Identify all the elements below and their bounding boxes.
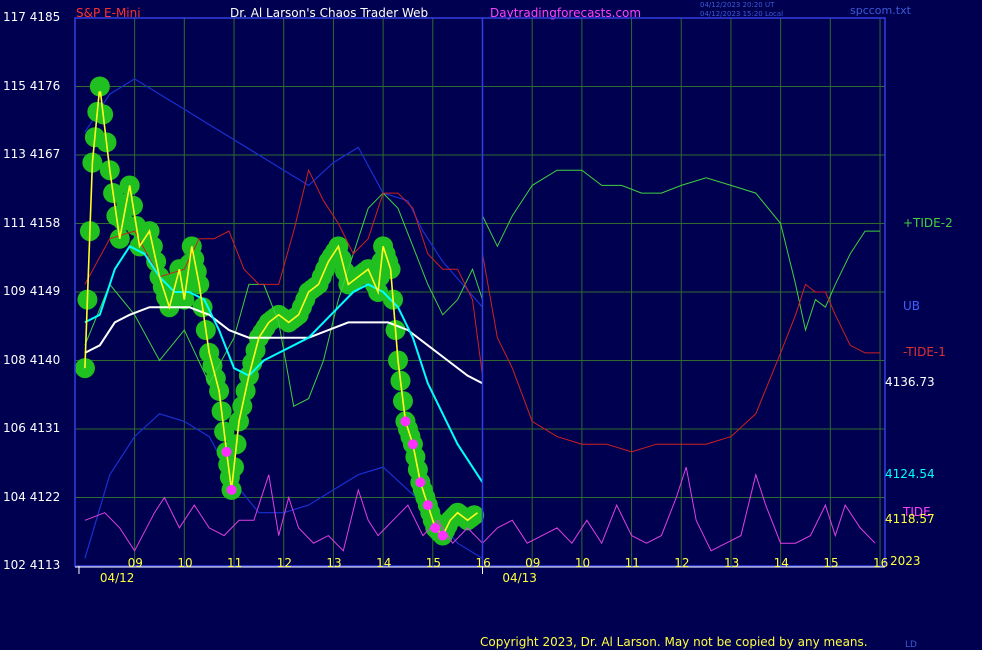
x-tick-label: 10 — [177, 556, 193, 570]
y-tick-label: 113 4167 — [3, 147, 61, 161]
y-tick-label: 117 4185 — [3, 10, 61, 24]
high-dot — [94, 81, 105, 92]
low-dot-39 — [422, 500, 433, 511]
low-dot-41 — [437, 530, 448, 541]
dot-layer — [94, 81, 448, 541]
series-UB — [84, 78, 483, 308]
right-label: +TIDE-2 — [903, 215, 953, 230]
plot-frame — [74, 17, 886, 567]
data-file-name: spccom.txt — [850, 4, 911, 17]
x-tick-label: 16 — [475, 556, 491, 570]
low-dot-40 — [430, 522, 441, 533]
y-tick-label: 106 4131 — [3, 421, 61, 435]
timestamp-ut: 04/12/2023 20:20 UT — [700, 1, 775, 9]
right-label: 4136.73 — [885, 375, 935, 390]
axis-layer — [74, 17, 886, 574]
low-dot-16 — [221, 446, 232, 457]
series-price — [84, 86, 478, 537]
right-label: UB — [903, 299, 921, 314]
date-label: 04/12 — [99, 571, 135, 585]
x-tick-label: 11 — [227, 556, 243, 570]
x-tick-label: 11 — [624, 556, 640, 570]
y-tick-label: 108 4140 — [3, 352, 61, 367]
x-tick-label: 12 — [674, 556, 690, 570]
date-label: 04/13 — [502, 571, 537, 585]
corner-mark: LD — [905, 640, 917, 650]
right-label: 4118.57 — [885, 512, 935, 527]
series--TIDE-1 — [84, 168, 880, 453]
x-tick-label: 14 — [376, 556, 392, 570]
x-tick-label: 16 — [873, 556, 889, 570]
site-link[interactable]: Daytradingforecasts.com — [490, 6, 642, 20]
symbol-title: S&P E-Mini — [76, 6, 141, 20]
series-fast_ma — [84, 245, 484, 483]
x-tick-label: 12 — [276, 556, 292, 570]
low-dot-38 — [415, 477, 426, 488]
right-label: -TIDE-1 — [903, 344, 946, 359]
bubble-layer — [74, 76, 485, 546]
series-slow_ma — [84, 306, 483, 385]
x-tick-label: 14 — [773, 556, 789, 570]
year-label: 2023 — [890, 554, 921, 568]
chart-title: Dr. Al Larson's Chaos Trader Web — [230, 6, 429, 20]
y-tick-label: 104 4122 — [3, 489, 61, 504]
y-tick-label: 111 4158 — [3, 215, 61, 230]
x-tick-label: 13 — [326, 556, 342, 570]
right-label: 4124.54 — [885, 466, 935, 481]
low-dot-36 — [400, 416, 411, 427]
y-tick-label: 109 4149 — [3, 284, 61, 298]
x-tick-label: 09 — [127, 556, 143, 570]
x-tick-label: 13 — [723, 556, 740, 570]
x-tick-label: 15 — [425, 556, 442, 570]
x-tick-label: 09 — [525, 556, 541, 570]
y-tick-label: 115 4176 — [3, 78, 61, 93]
y-tick-label: 102 4113 — [3, 558, 61, 572]
timestamp-local: 04/12/2023 15:20 Local — [700, 10, 784, 18]
right-label: TIDE — [903, 504, 931, 519]
low-dot-37 — [407, 439, 418, 450]
low-dot-17 — [226, 484, 237, 495]
x-tick-label: 15 — [823, 556, 839, 570]
price-bubble-0-0 — [74, 358, 95, 379]
copyright-notice: Copyright 2023, Dr. Al Larson. May not b… — [480, 635, 868, 649]
x-tick-label: 10 — [574, 556, 591, 570]
